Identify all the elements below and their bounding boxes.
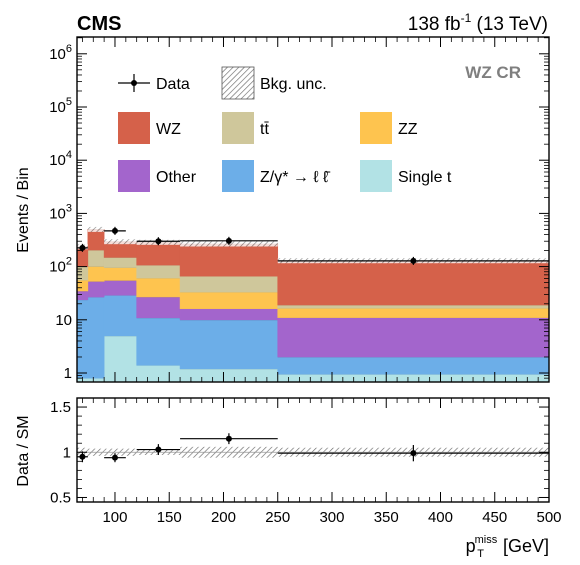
main-y-tick-label-1: 10: [55, 312, 72, 329]
legend-swatch: [222, 112, 254, 144]
main-y-tick-label-0: 1: [64, 365, 72, 382]
stack-bar-4-3: [136, 264, 181, 279]
legend-entry-5: Other: [118, 160, 197, 192]
stack-bar-2-4: [179, 308, 279, 321]
experiment-label: CMS: [77, 13, 121, 35]
legend-entry-3: tt̄: [222, 112, 269, 144]
legend-data-marker: [131, 80, 137, 86]
stack-bar-0-4: [179, 368, 279, 383]
legend-label: Data: [156, 76, 190, 93]
ratio-point-0: [79, 453, 86, 460]
stack-bar-2-2: [103, 280, 137, 296]
data-point-3: [225, 237, 232, 244]
stack-bar-4-4: [179, 275, 279, 293]
legend-swatch: [222, 160, 254, 192]
legend-entry-0: Data: [118, 74, 190, 93]
legend-label: Single t: [398, 169, 452, 186]
legend-swatch: [360, 112, 392, 144]
stack-bar-1-0: [76, 299, 89, 379]
x-tick-label-300: 300: [319, 509, 344, 526]
main-y-tick-label-6: 106: [49, 43, 72, 63]
legend-swatch: [360, 160, 392, 192]
x-tick-label-350: 350: [374, 509, 399, 526]
ratio-y-tick-label-2: 1.5: [50, 399, 71, 416]
stack-bar-4-1: [87, 249, 105, 267]
bkg-unc-main-2: [104, 239, 137, 245]
legend-entry-4: ZZ: [360, 112, 418, 144]
stack-bar-1-4: [179, 319, 279, 370]
main-y-tick-label-4: 104: [49, 149, 72, 169]
lumi-label: 138 fb-1 (13 TeV): [408, 11, 548, 35]
stack-bar-5-3: [136, 242, 181, 266]
main-plot-frame: [76, 36, 550, 383]
x-tick-label-450: 450: [482, 509, 507, 526]
main-y-tick-label-2: 102: [49, 256, 72, 276]
legend-swatch: [118, 160, 150, 192]
stack-bar-3-4: [179, 291, 279, 309]
main-y-tick-label-3: 103: [49, 202, 72, 222]
legend-entry-1: Bkg. unc.: [221, 66, 327, 100]
legend-entry-6: Z/γ* → ℓ ℓ̄: [222, 160, 331, 192]
x-tick-label-250: 250: [265, 509, 290, 526]
main-plot: [76, 226, 550, 383]
main-y-axis-label: Events / Bin: [15, 167, 32, 252]
stack-bar-0-5: [277, 373, 550, 383]
stack-bar-3-5: [277, 307, 550, 318]
region-label: WZ CR: [465, 63, 521, 82]
stack-bar-1-2: [103, 294, 137, 337]
stack-bar-4-5: [277, 304, 550, 309]
legend-swatch: [118, 112, 150, 144]
x-tick-label-400: 400: [428, 509, 453, 526]
stack-bar-1-1: [87, 296, 105, 379]
legend-label: Other: [156, 169, 197, 186]
legend-label: Z/γ* → ℓ ℓ̄: [260, 169, 331, 186]
data-point-4: [410, 257, 417, 264]
stack-bar-3-0: [76, 279, 89, 292]
stack-bar-2-3: [136, 296, 181, 319]
ratio-point-4: [410, 450, 417, 457]
stack-bar-5-1: [87, 229, 105, 251]
data-point-2: [155, 238, 162, 245]
bkg-unc-main-1: [87, 226, 105, 232]
x-tick-label-100: 100: [102, 509, 127, 526]
stack-bar-3-1: [87, 266, 105, 282]
data-point-1: [111, 227, 118, 234]
x-tick-label-150: 150: [157, 509, 182, 526]
x-tick-label-200: 200: [211, 509, 236, 526]
ratio-y-tick-label-1: 1: [63, 444, 71, 461]
ratio-point-2: [155, 446, 162, 453]
ratio-y-tick-label-0: 0.5: [50, 489, 71, 506]
x-tick-label-500: 500: [536, 509, 561, 526]
stack-bar-5-4: [179, 243, 279, 277]
main-y-tick-label-5: 105: [49, 96, 72, 116]
stack-bar-0-2: [103, 335, 137, 383]
stack-bar-1-3: [136, 317, 181, 366]
stack-bar-2-0: [76, 290, 89, 301]
legend-label: Bkg. unc.: [260, 76, 327, 93]
main-axes: 1 10 102 103 104 105 106: [49, 37, 550, 382]
legend-label: WZ: [156, 121, 181, 138]
ratio-plot-frame: [76, 397, 550, 503]
legend-label: ZZ: [398, 121, 418, 138]
stack-bar-5-5: [277, 260, 550, 306]
stack-bar-4-2: [103, 257, 137, 268]
legend-entry-2: WZ: [118, 112, 181, 144]
legend-hatch-swatch: [221, 66, 255, 100]
data-point-0: [79, 244, 86, 251]
stack-bar-2-1: [87, 281, 105, 298]
legend-entry-7: Single t: [360, 160, 452, 192]
ratio-point-3: [225, 435, 232, 442]
stack-bar-3-2: [103, 267, 137, 281]
x-axis-label: pmiss T [GeV]: [466, 534, 549, 560]
ratio-point-1: [111, 454, 118, 461]
ratio-y-axis-label: Data / SM: [15, 415, 32, 486]
stack-bar-2-5: [277, 317, 550, 358]
stack-bar-1-5: [277, 356, 550, 375]
stack-bar-3-3: [136, 277, 181, 298]
legend: Data Bkg. unc. WZ tt̄ ZZ Other Z/γ* → ℓ ℓ̄ Sing…: [118, 66, 452, 192]
ratio-plot: [77, 433, 549, 463]
legend-label: tt̄: [260, 121, 269, 138]
ratio-axes: 0.5 1 1.5 100 150 200 250 300 350 400 450 500: [50, 398, 562, 526]
